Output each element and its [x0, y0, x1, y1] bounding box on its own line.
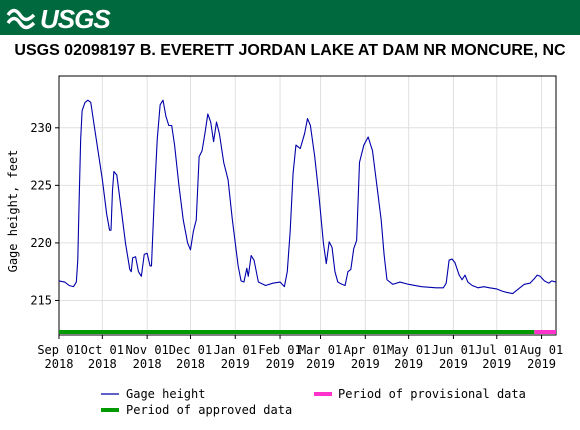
usgs-logo-text: USGS	[40, 3, 111, 34]
x-tick-label: Apr 01	[344, 343, 387, 357]
approval-bar	[59, 330, 535, 334]
x-tick-year-label: 2019	[482, 357, 511, 371]
x-tick-label: Jan 01	[214, 343, 257, 357]
x-tick-label: Feb 01	[258, 343, 301, 357]
x-tick-year-label: 2019	[394, 357, 423, 371]
legend-label-gage-height: Gage height	[126, 387, 205, 401]
usgs-wave-logo-icon	[6, 8, 36, 30]
y-tick-label: 225	[30, 178, 52, 192]
legend: Gage height Period of provisional data P…	[101, 387, 526, 417]
legend-label-approved: Period of approved data	[126, 403, 292, 417]
series-layer	[58, 99, 557, 295]
usgs-header-bar: USGS	[0, 0, 580, 35]
legend-item-approved[interactable]: Period of approved data	[101, 403, 292, 417]
grid-layer	[58, 76, 556, 335]
x-tick-label: Jul 01	[475, 343, 518, 357]
x-tick-year-label: 2019	[527, 357, 556, 371]
x-tick-label: Sep 01	[37, 343, 80, 357]
y-axis-label: Gage height, feet	[6, 150, 20, 273]
x-tick-year-label: 2018	[176, 357, 205, 371]
x-tick-label: Mar 01	[299, 343, 342, 357]
usgs-logo[interactable]: USGS	[6, 3, 111, 34]
y-axis: 215 220 225 230	[30, 121, 59, 307]
x-tick-year-label: 2018	[133, 357, 162, 371]
approval-bars	[59, 330, 556, 334]
x-tick-year-label: 2018	[45, 357, 74, 371]
x-tick-label: Oct 01	[81, 343, 124, 357]
x-tick-year-label: 2019	[221, 357, 250, 371]
x-tick-label: May 01	[387, 343, 430, 357]
approval-bar	[534, 330, 556, 334]
x-tick-label: Nov 01	[125, 343, 168, 357]
chart-title: USGS 02098197 B. EVERETT JORDAN LAKE AT …	[14, 42, 566, 59]
x-tick-year-label: 2019	[306, 357, 335, 371]
x-tick-year-label: 2019	[351, 357, 380, 371]
y-tick-label: 215	[30, 293, 52, 307]
series-line-gage-height	[58, 99, 557, 295]
y-tick-label: 230	[30, 121, 52, 135]
x-tick-year-label: 2019	[266, 357, 295, 371]
y-tick-label: 220	[30, 236, 52, 250]
x-tick-label: Jun 01	[432, 343, 475, 357]
plot-area	[58, 75, 557, 336]
legend-item-gage-height[interactable]: Gage height	[101, 387, 205, 401]
x-tick-label: Dec 01	[169, 343, 212, 357]
legend-item-provisional[interactable]: Period of provisional data	[314, 387, 526, 401]
x-tick-label: Aug 01	[520, 343, 563, 357]
x-tick-year-label: 2018	[88, 357, 117, 371]
legend-label-provisional: Period of provisional data	[338, 387, 526, 401]
x-tick-year-label: 2019	[439, 357, 468, 371]
